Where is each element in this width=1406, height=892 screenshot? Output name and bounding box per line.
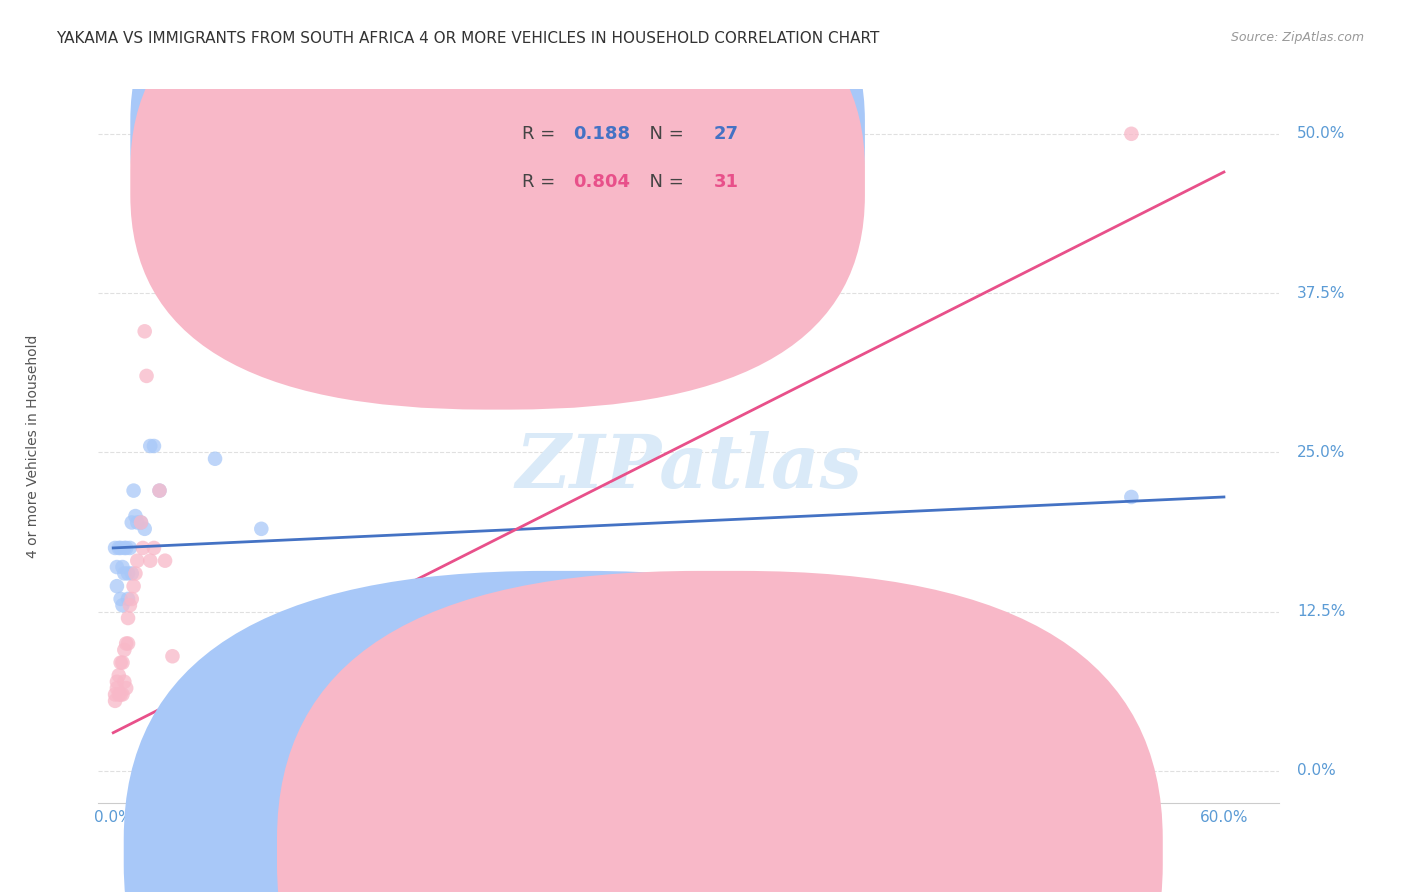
Point: [107, 668, 129, 682]
Point: [112, 674, 135, 689]
Point: [142, 541, 165, 555]
FancyBboxPatch shape: [464, 96, 783, 218]
Point: [142, 439, 165, 453]
Text: 4 or more Vehicles in Household: 4 or more Vehicles in Household: [27, 334, 41, 558]
Point: [112, 541, 135, 555]
Point: [111, 656, 134, 670]
Text: Immigrants from South Africa: Immigrants from South Africa: [748, 843, 993, 861]
Point: [134, 324, 156, 338]
Point: [117, 591, 139, 606]
Point: [112, 643, 135, 657]
Point: [115, 681, 138, 695]
FancyBboxPatch shape: [131, 0, 865, 362]
Point: [111, 599, 134, 613]
Point: [111, 688, 134, 702]
FancyBboxPatch shape: [131, 0, 865, 409]
Point: [104, 694, 127, 708]
Text: 0.804: 0.804: [574, 173, 630, 191]
Point: [112, 566, 135, 581]
Text: 0.0%: 0.0%: [1298, 764, 1336, 779]
Point: [117, 636, 139, 650]
Point: [250, 522, 273, 536]
Text: 0.188: 0.188: [574, 125, 630, 143]
Point: [105, 579, 128, 593]
Point: [124, 509, 146, 524]
Point: [139, 554, 162, 568]
Point: [104, 688, 127, 702]
Text: ZIPatlas: ZIPatlas: [516, 431, 862, 504]
Point: [134, 522, 156, 536]
Text: N =: N =: [638, 173, 690, 191]
Text: 31: 31: [714, 173, 738, 191]
Point: [107, 541, 129, 555]
Point: [105, 681, 128, 695]
Point: [122, 483, 145, 498]
Point: [118, 599, 141, 613]
Point: [139, 439, 162, 453]
Point: [162, 649, 184, 664]
Point: [110, 541, 132, 555]
Point: [115, 541, 138, 555]
Point: [122, 579, 145, 593]
Point: [153, 554, 176, 568]
Point: [117, 566, 139, 581]
Point: [127, 554, 149, 568]
Point: [148, 483, 170, 498]
Text: R =: R =: [523, 173, 561, 191]
Text: YAKAMA VS IMMIGRANTS FROM SOUTH AFRICA 4 OR MORE VEHICLES IN HOUSEHOLD CORRELATI: YAKAMA VS IMMIGRANTS FROM SOUTH AFRICA 4…: [56, 31, 880, 46]
Point: [135, 368, 157, 383]
Text: 12.5%: 12.5%: [1298, 604, 1346, 619]
Text: 25.0%: 25.0%: [1298, 445, 1346, 460]
Point: [118, 541, 141, 555]
Text: R =: R =: [523, 125, 561, 143]
Point: [1121, 127, 1143, 141]
Point: [104, 541, 127, 555]
Text: N =: N =: [638, 125, 690, 143]
Text: 27: 27: [714, 125, 738, 143]
Point: [110, 656, 132, 670]
Point: [204, 451, 226, 466]
Point: [111, 560, 134, 574]
Point: [129, 516, 152, 530]
Point: [110, 591, 132, 606]
Point: [1121, 490, 1143, 504]
Point: [121, 591, 143, 606]
Point: [105, 674, 128, 689]
Point: [105, 560, 128, 574]
Point: [110, 688, 132, 702]
Text: Source: ZipAtlas.com: Source: ZipAtlas.com: [1230, 31, 1364, 45]
Point: [117, 611, 139, 625]
Point: [132, 541, 155, 555]
Point: [115, 636, 138, 650]
Text: Yakama: Yakama: [595, 843, 659, 861]
Text: 50.0%: 50.0%: [1298, 127, 1346, 141]
Point: [121, 566, 143, 581]
Point: [121, 516, 143, 530]
Point: [148, 483, 170, 498]
Point: [129, 516, 152, 530]
Point: [127, 516, 149, 530]
Point: [124, 566, 146, 581]
Point: [107, 688, 129, 702]
Text: 37.5%: 37.5%: [1298, 285, 1346, 301]
